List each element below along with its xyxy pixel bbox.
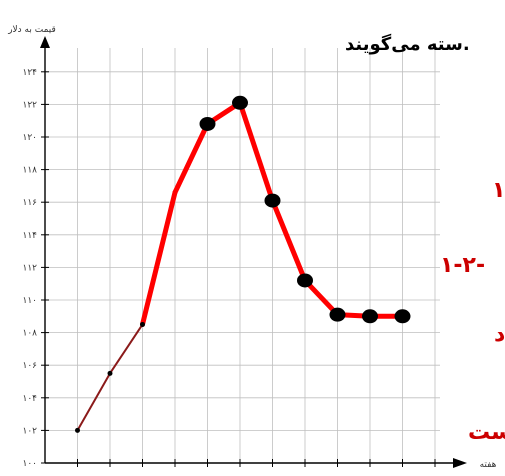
y-tick-label: ۱۰۲: [22, 426, 37, 436]
side-text-line-4: ست: [468, 420, 505, 445]
data-point: [329, 307, 346, 322]
y-tick-label: ۱۱۴: [22, 231, 37, 241]
data-point: [107, 370, 113, 376]
series-segment: [172, 121, 210, 195]
y-tick-label: ۱۲۰: [22, 133, 37, 143]
y-tick-label: ۱۱۰: [22, 296, 37, 306]
y-tick-label: ۱۰۸: [22, 329, 37, 339]
y-tick-label: ۱۱۶: [22, 198, 37, 208]
data-point: [75, 427, 80, 433]
y-tick-label: ۱۰۴: [22, 394, 37, 404]
series-segment: [302, 277, 340, 318]
y-tick-label: ۱۱۲: [22, 263, 37, 273]
y-axis-arrow: [40, 36, 50, 48]
series-segment: [237, 100, 275, 204]
data-point: [362, 309, 378, 324]
y-tick-label: ۱۱۸: [22, 166, 37, 176]
y-tick-label: ۱۲۲: [22, 100, 37, 110]
y-tick-label: ۱۰۶: [22, 361, 37, 371]
side-text-line-2: ۱-۲-: [440, 253, 486, 278]
side-text-top: سته می‌گویند.: [345, 34, 470, 55]
series-segment: [270, 198, 308, 283]
data-point: [140, 321, 145, 327]
series-segment: [76, 372, 111, 432]
data-point: [297, 273, 313, 288]
y-axis-title: قیمت به دلار: [7, 25, 56, 35]
x-axis-arrow: [453, 458, 467, 468]
data-point: [264, 193, 281, 208]
series-segment: [140, 189, 178, 327]
series-segment: [109, 323, 144, 375]
x-axis-title: هفته: [480, 460, 497, 470]
data-point: [394, 309, 411, 324]
side-text-line-3: د: [494, 322, 505, 347]
data-point: [232, 95, 248, 110]
y-tick-label: ۱۲۴: [22, 68, 37, 78]
data-point: [199, 116, 216, 131]
y-tick-label: ۱۰۰: [22, 459, 37, 469]
side-text-line-1: ۱: [492, 178, 505, 203]
